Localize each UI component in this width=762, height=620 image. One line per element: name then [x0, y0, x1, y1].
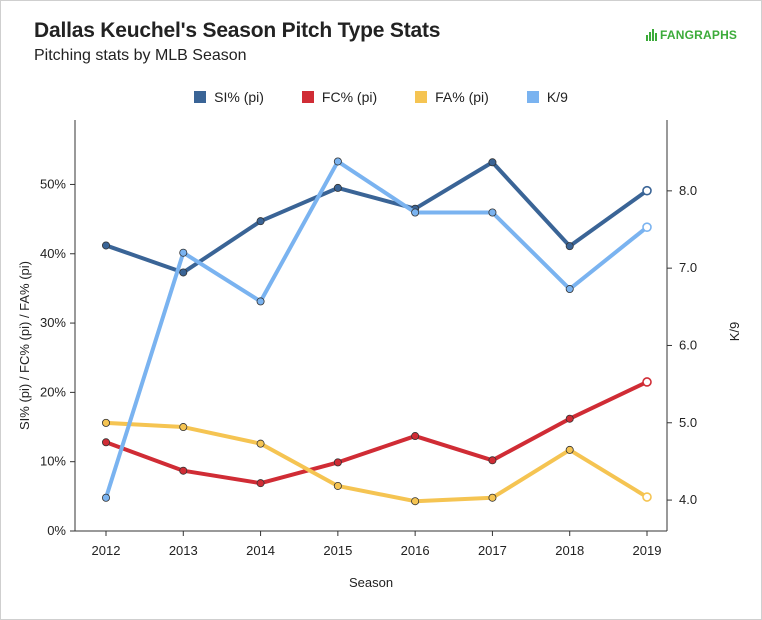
series-point-3[interactable] — [488, 208, 497, 217]
series-point-3[interactable] — [333, 157, 342, 166]
fangraphs-logo-text: FANGRAPHS — [660, 28, 738, 42]
y-axis-right-title: K/9 — [727, 322, 742, 342]
series-point-0[interactable] — [102, 241, 111, 250]
x-tick-label: 2018 — [555, 543, 584, 558]
series-point-1[interactable] — [102, 438, 111, 447]
x-tick-label: 2017 — [478, 543, 507, 558]
legend-label: SI% (pi) — [214, 89, 264, 105]
legend-item[interactable]: FC% (pi) — [301, 89, 378, 105]
series-point-2[interactable] — [333, 481, 342, 490]
series-line-3 — [104, 159, 649, 500]
y-right-tick-label: 8.0 — [679, 183, 697, 198]
series-point-1[interactable] — [179, 466, 188, 475]
y-right-tick-label: 4.0 — [679, 492, 697, 507]
series-point-1[interactable] — [411, 432, 420, 441]
series-point-1[interactable] — [333, 458, 342, 467]
y-right-tick-label: 7.0 — [679, 260, 697, 275]
legend-item[interactable]: FA% (pi) — [415, 89, 489, 105]
legend-label: FC% (pi) — [321, 89, 378, 105]
series-point-2[interactable] — [565, 445, 574, 454]
y-left-tick-label: 30% — [40, 315, 66, 330]
series-point-0[interactable] — [565, 242, 574, 251]
series-point-2[interactable] — [102, 418, 111, 427]
series-point-1[interactable] — [256, 479, 265, 488]
legend-label: FA% (pi) — [435, 89, 489, 105]
fangraphs-logo[interactable]: FANGRAPHS — [646, 28, 737, 42]
series-point-1[interactable] — [642, 377, 652, 387]
y-right-tick-label: 6.0 — [679, 337, 697, 352]
series-point-1[interactable] — [565, 414, 574, 423]
fangraphs-logo-icon — [646, 29, 657, 41]
series-line-0 — [104, 160, 649, 275]
chart-subtitle: Pitching stats by MLB Season — [34, 47, 247, 64]
x-tick-label: 2016 — [401, 543, 430, 558]
series-point-3[interactable] — [256, 297, 265, 306]
y-left-tick-label: 50% — [40, 176, 66, 191]
chart-title: Dallas Keuchel's Season Pitch Type Stats — [34, 19, 441, 42]
y-left-tick-label: 40% — [40, 246, 66, 261]
series-point-2[interactable] — [411, 497, 420, 506]
x-tick-label: 2019 — [633, 543, 662, 558]
x-tick-label: 2014 — [246, 543, 275, 558]
y-left-tick-label: 0% — [47, 523, 66, 538]
legend-swatch — [415, 91, 428, 103]
legend-item[interactable]: K/9 — [526, 89, 568, 105]
series-point-3[interactable] — [102, 493, 111, 502]
x-tick-label: 2012 — [92, 543, 121, 558]
legend-swatch — [194, 91, 207, 103]
chart-legend: SI% (pi) FC% (pi) FA% (pi) K/9 — [1, 89, 761, 105]
x-tick-label: 2015 — [323, 543, 352, 558]
series-point-1[interactable] — [488, 456, 497, 465]
series-point-0[interactable] — [488, 158, 497, 167]
series-point-2[interactable] — [488, 493, 497, 502]
series-point-0[interactable] — [333, 183, 342, 192]
series-point-0[interactable] — [642, 185, 652, 196]
y-right-tick-label: 5.0 — [679, 415, 697, 430]
series-point-0[interactable] — [179, 268, 188, 277]
series-point-0[interactable] — [256, 217, 265, 226]
series-point-3[interactable] — [179, 248, 188, 257]
series-point-2[interactable] — [642, 492, 652, 502]
legend-swatch — [526, 91, 539, 103]
x-tick-label: 2013 — [169, 543, 198, 558]
y-left-tick-label: 10% — [40, 454, 66, 469]
series-point-3[interactable] — [411, 208, 420, 217]
y-left-tick-label: 20% — [40, 384, 66, 399]
legend-label: K/9 — [546, 89, 568, 105]
series-point-3[interactable] — [565, 285, 574, 294]
y-axis-left-title: SI% (pi) / FC% (pi) / FA% (pi) — [17, 261, 32, 430]
legend-item[interactable]: SI% (pi) — [194, 89, 264, 105]
legend-swatch — [301, 91, 314, 103]
series-point-3[interactable] — [642, 222, 652, 232]
series-point-2[interactable] — [256, 439, 265, 448]
series-line-1 — [104, 379, 649, 486]
series-line-2 — [104, 420, 649, 504]
series-point-2[interactable] — [179, 423, 188, 432]
x-axis-title: Season — [349, 575, 393, 590]
